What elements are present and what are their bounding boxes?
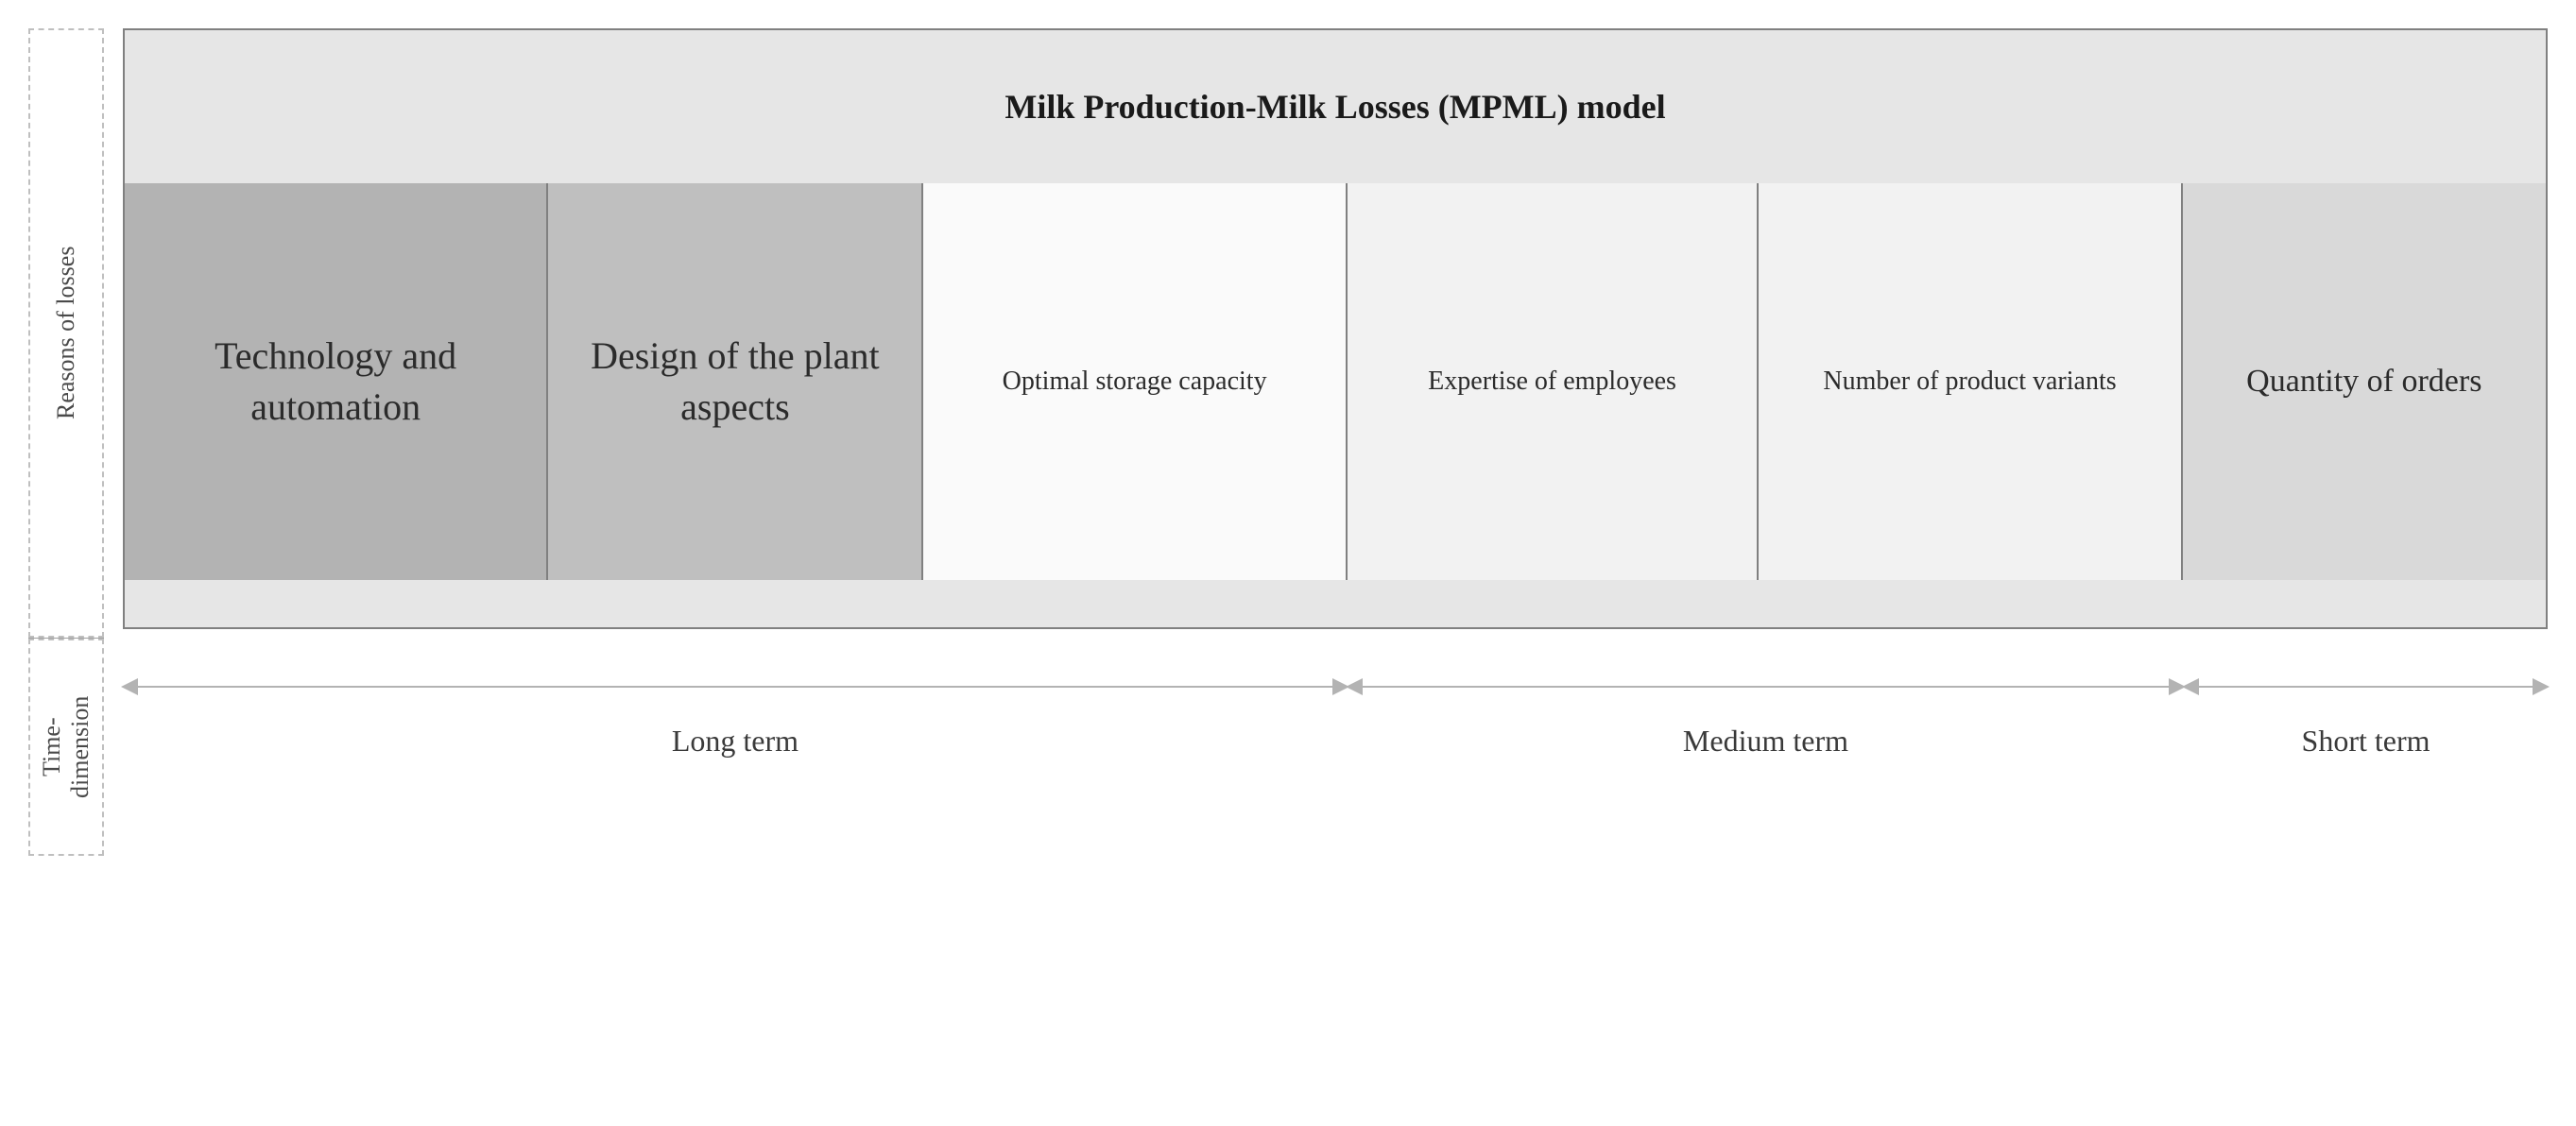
time-label-1: Medium term (1348, 724, 2184, 759)
factors-row: Technology and automationDesign of the p… (125, 183, 2546, 580)
model-footer-band (125, 580, 2546, 627)
side-labels-column: Reasons of losses Time- dimension (28, 28, 104, 856)
time-arrow-1 (1348, 686, 2184, 688)
time-arrow-0 (123, 686, 1348, 688)
model-box: Milk Production-Milk Losses (MPML) model… (123, 28, 2548, 629)
factor-cell-0: Technology and automation (125, 183, 548, 580)
reasons-of-losses-label: Reasons of losses (28, 28, 104, 638)
mpml-diagram: Reasons of losses Time- dimension Milk P… (28, 28, 2548, 856)
factor-cell-2: Optimal storage capacity (923, 183, 1347, 580)
time-label-0: Long term (123, 724, 1348, 759)
factor-cell-3: Expertise of employees (1348, 183, 1760, 580)
main-column: Milk Production-Milk Losses (MPML) model… (123, 28, 2548, 856)
model-title: Milk Production-Milk Losses (MPML) model (125, 30, 2546, 183)
time-dimension-label: Time- dimension (28, 639, 104, 856)
time-arrow-2 (2184, 686, 2548, 688)
time-label-2: Short term (2184, 724, 2548, 759)
factor-cell-5: Quantity of orders (2183, 183, 2546, 580)
time-dimension-arrows: Long termMedium termShort term (123, 686, 2548, 856)
factor-cell-1: Design of the plant aspects (548, 183, 923, 580)
factor-cell-4: Number of product variants (1759, 183, 2182, 580)
